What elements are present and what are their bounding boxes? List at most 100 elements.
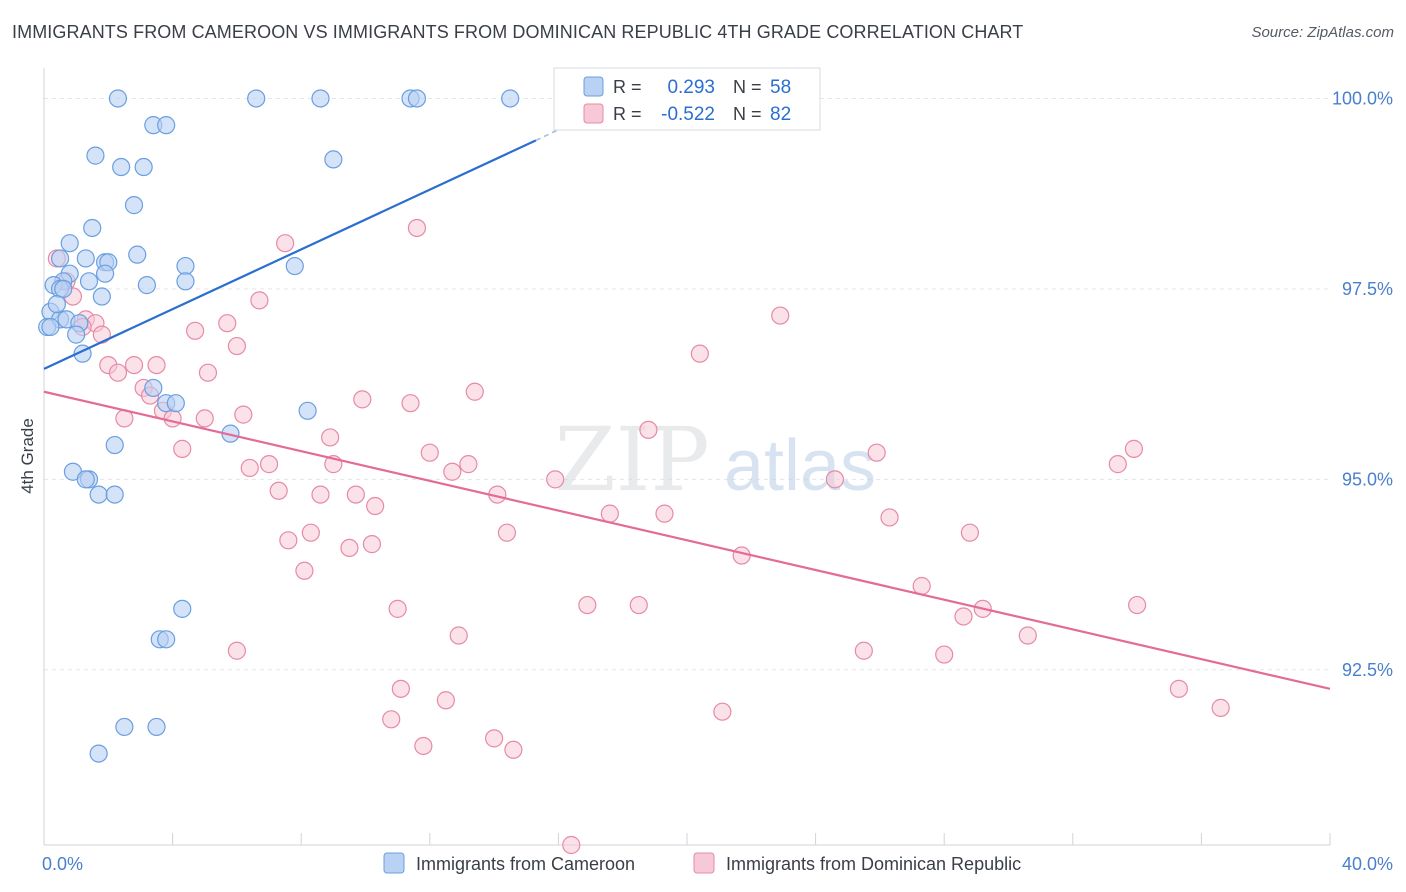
data-point-dominican	[407, 218, 427, 238]
data-point-dominican	[362, 535, 382, 554]
data-point-dominican	[1169, 679, 1188, 698]
legend-box: R = 0.293 N = 58 R = -0.522 N = 82	[553, 67, 821, 131]
data-point-cameroon	[407, 89, 427, 108]
data-point-dominican	[366, 496, 385, 516]
legend-n-label-2: N =	[733, 104, 762, 124]
data-point-cameroon	[137, 276, 156, 295]
watermark: ZIP atlas	[554, 408, 876, 511]
legend-swatch-dominican	[583, 103, 604, 124]
watermark-zip: ZIP	[554, 408, 709, 511]
data-point-cameroon	[112, 157, 131, 177]
data-point-dominican	[546, 470, 565, 489]
data-point-cameroon	[105, 435, 124, 455]
data-point-dominican	[465, 382, 484, 401]
data-point-cameroon	[89, 744, 108, 763]
data-point-cameroon	[173, 599, 192, 618]
data-point-cameroon	[144, 378, 163, 398]
data-point-dominican	[436, 691, 455, 710]
x-tick-label: 0.0%	[42, 854, 83, 874]
data-point-cameroon	[157, 116, 176, 135]
data-point-cameroon	[285, 256, 304, 276]
data-point-dominican	[195, 409, 214, 428]
data-point-dominican	[485, 729, 504, 748]
data-point-dominican	[382, 710, 401, 729]
x-tick-label: 40.0%	[1342, 854, 1393, 874]
data-point-dominican	[295, 561, 314, 580]
data-point-dominican	[414, 736, 433, 756]
data-point-cameroon	[298, 401, 317, 420]
data-point-cameroon	[134, 157, 153, 177]
data-point-dominican	[250, 291, 269, 310]
data-point-dominican	[311, 485, 330, 504]
data-point-dominican	[227, 641, 246, 660]
data-point-dominican	[954, 607, 973, 626]
data-point-cameroon	[76, 470, 95, 489]
data-point-dominican	[388, 599, 407, 618]
legend-n-value-1: 58	[770, 77, 791, 98]
data-point-cameroon	[501, 89, 520, 108]
data-point-dominican	[1211, 698, 1230, 717]
data-point-dominican	[854, 641, 873, 660]
x-tick-labels: 0.0% 40.0%	[42, 854, 1393, 874]
y-tick-label: 97.5%	[1342, 279, 1393, 299]
legend-r-label-2: R =	[613, 104, 642, 124]
data-point-dominican	[867, 443, 886, 462]
x-ticks	[43, 833, 1331, 845]
data-point-dominican	[353, 390, 372, 409]
data-point-dominican	[391, 679, 410, 698]
data-point-dominican	[578, 595, 597, 615]
data-point-dominican	[401, 394, 420, 413]
data-point-cameroon	[67, 325, 86, 344]
bottom-legend: Immigrants from Cameroon Immigrants from…	[383, 852, 1021, 874]
data-point-cameroon	[166, 394, 185, 413]
data-point-cameroon	[115, 717, 134, 737]
data-point-dominican	[269, 481, 288, 500]
data-point-cameroon	[105, 485, 124, 504]
legend-n-label-1: N =	[733, 77, 762, 97]
data-point-dominican	[276, 234, 295, 253]
trend-line-cameroon	[43, 139, 537, 370]
data-point-dominican	[825, 470, 844, 489]
data-point-dominican	[1108, 455, 1127, 474]
dominican-republic-points	[47, 218, 1230, 855]
legend-r-value-1: 0.293	[667, 77, 715, 98]
trend-lines	[43, 109, 1331, 690]
data-point-dominican	[1018, 626, 1037, 645]
trend-line-cameroon-extension	[535, 109, 601, 142]
data-point-cameroon	[311, 89, 330, 108]
data-point-dominican	[234, 405, 253, 424]
data-point-cameroon	[128, 245, 147, 264]
data-point-dominican	[108, 363, 128, 382]
data-point-dominican	[340, 538, 359, 558]
data-point-dominican	[321, 428, 340, 447]
data-point-cameroon	[108, 89, 128, 108]
data-point-dominican	[420, 443, 439, 462]
data-point-dominican	[163, 409, 182, 428]
bottom-legend-label-dominican: Immigrants from Dominican Republic	[726, 854, 1021, 874]
y-tick-label: 100.0%	[1332, 88, 1393, 108]
data-point-dominican	[443, 462, 462, 481]
data-point-dominican	[449, 626, 468, 645]
data-point-cameroon	[50, 249, 70, 268]
data-point-dominican	[124, 355, 144, 375]
y-tick-label: 95.0%	[1342, 469, 1393, 489]
data-point-dominican	[147, 355, 166, 375]
bottom-legend-label-cameroon: Immigrants from Cameroon	[416, 854, 635, 874]
data-point-cameroon	[92, 287, 111, 306]
data-point-dominican	[279, 531, 298, 550]
legend-r-label-1: R =	[613, 77, 642, 97]
data-point-cameroon	[83, 218, 102, 238]
data-point-cameroon	[89, 485, 108, 504]
data-point-dominican	[92, 325, 111, 344]
y-axis-label: 4th Grade	[18, 418, 37, 494]
data-point-dominican	[301, 523, 320, 542]
data-point-dominican	[880, 508, 899, 527]
data-point-cameroon	[324, 150, 343, 169]
source-label: Source: ZipAtlas.com	[1251, 24, 1394, 41]
data-point-dominican	[218, 314, 237, 333]
data-point-cameroon	[247, 89, 266, 108]
watermark-atlas: atlas	[724, 426, 876, 506]
data-point-dominican	[600, 504, 619, 523]
data-point-cameroon	[124, 196, 144, 215]
